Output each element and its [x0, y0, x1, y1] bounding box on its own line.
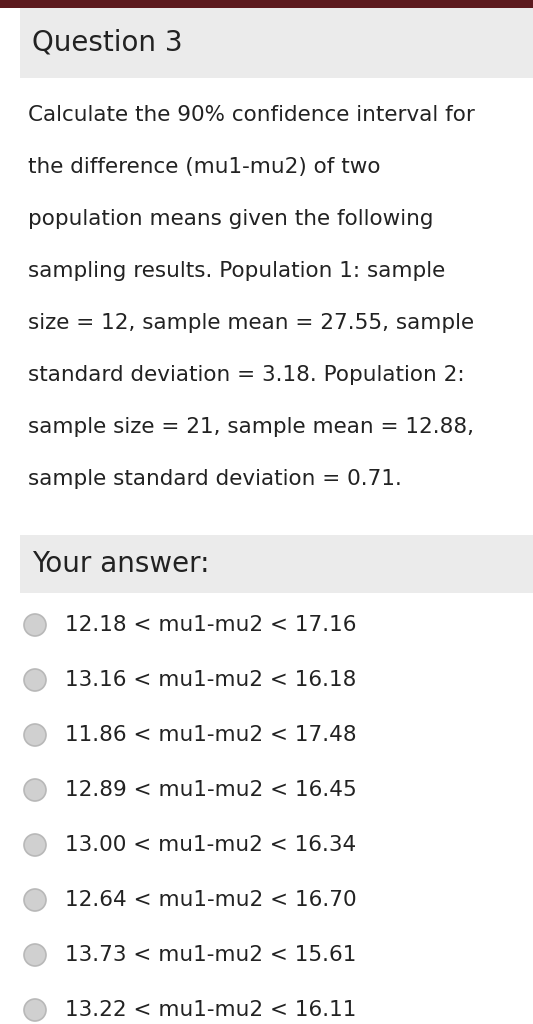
Ellipse shape [24, 999, 46, 1021]
Text: standard deviation = 3.18. Population 2:: standard deviation = 3.18. Population 2: [28, 365, 465, 385]
Text: Question 3: Question 3 [32, 29, 183, 57]
Text: sample size = 21, sample mean = 12.88,: sample size = 21, sample mean = 12.88, [28, 417, 474, 437]
Text: 13.00 < mu1-mu2 < 16.34: 13.00 < mu1-mu2 < 16.34 [65, 835, 356, 855]
Text: 13.16 < mu1-mu2 < 16.18: 13.16 < mu1-mu2 < 16.18 [65, 670, 357, 690]
Ellipse shape [24, 614, 46, 636]
Text: the difference (mu1-mu2) of two: the difference (mu1-mu2) of two [28, 157, 381, 177]
Text: sampling results. Population 1: sample: sampling results. Population 1: sample [28, 261, 445, 281]
Text: sample standard deviation = 0.71.: sample standard deviation = 0.71. [28, 469, 402, 489]
Bar [0, 0, 533, 8]
Text: 13.73 < mu1-mu2 < 15.61: 13.73 < mu1-mu2 < 15.61 [65, 945, 357, 965]
Text: 12.64 < mu1-mu2 < 16.70: 12.64 < mu1-mu2 < 16.70 [65, 890, 357, 910]
Ellipse shape [24, 944, 46, 966]
Text: population means given the following: population means given the following [28, 209, 433, 229]
Text: 13.22 < mu1-mu2 < 16.11: 13.22 < mu1-mu2 < 16.11 [65, 1000, 357, 1020]
Ellipse shape [24, 834, 46, 856]
Text: Your answer:: Your answer: [32, 550, 209, 578]
Bar [20, 8, 533, 78]
Text: 12.89 < mu1-mu2 < 16.45: 12.89 < mu1-mu2 < 16.45 [65, 780, 357, 800]
Ellipse shape [24, 889, 46, 911]
Text: 11.86 < mu1-mu2 < 17.48: 11.86 < mu1-mu2 < 17.48 [65, 725, 357, 745]
Text: size = 12, sample mean = 27.55, sample: size = 12, sample mean = 27.55, sample [28, 313, 474, 333]
Text: Calculate the 90% confidence interval for: Calculate the 90% confidence interval fo… [28, 105, 475, 125]
Ellipse shape [24, 779, 46, 801]
Text: 12.18 < mu1-mu2 < 17.16: 12.18 < mu1-mu2 < 17.16 [65, 615, 357, 635]
Ellipse shape [24, 724, 46, 746]
Ellipse shape [24, 669, 46, 691]
Bar [20, 535, 533, 593]
